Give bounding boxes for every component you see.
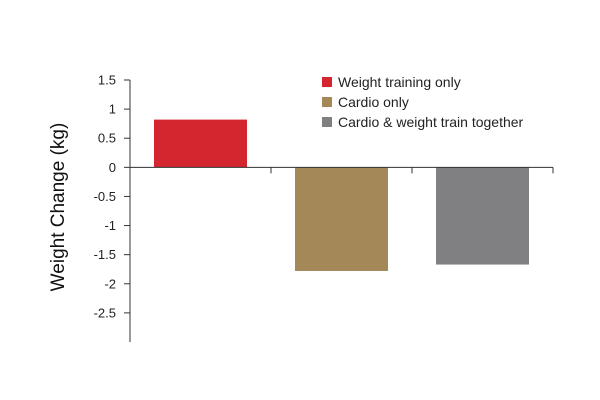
legend-label: Cardio only	[338, 94, 409, 110]
bar	[154, 119, 247, 168]
y-tick-label: 1.5	[98, 73, 116, 88]
y-tick-label: -0.5	[94, 189, 116, 204]
y-tick-label: -1	[104, 218, 116, 233]
y-axis-label: Weight Change (kg)	[48, 123, 69, 292]
legend: Weight training only Cardio only Cardio & …	[322, 74, 524, 130]
plot-area: 1.5 1 0.5 0 -0.5 -1 -1.5 -2 -2.5	[94, 73, 554, 342]
y-tick-label: 0.5	[98, 131, 116, 146]
legend-label: Cardio & weight train together	[338, 114, 524, 130]
y-tick-label: -2.5	[94, 305, 116, 320]
bar	[436, 167, 529, 265]
legend-swatch	[322, 97, 332, 107]
legend-swatch	[322, 117, 332, 127]
y-tick-label: 1	[109, 102, 116, 117]
legend-label: Weight training only	[338, 74, 461, 90]
legend-swatch	[322, 77, 332, 87]
y-tick-label: -1.5	[94, 247, 116, 262]
y-tick-label: -2	[104, 276, 116, 291]
bar	[295, 167, 388, 271]
y-tick-label: 0	[109, 160, 116, 175]
